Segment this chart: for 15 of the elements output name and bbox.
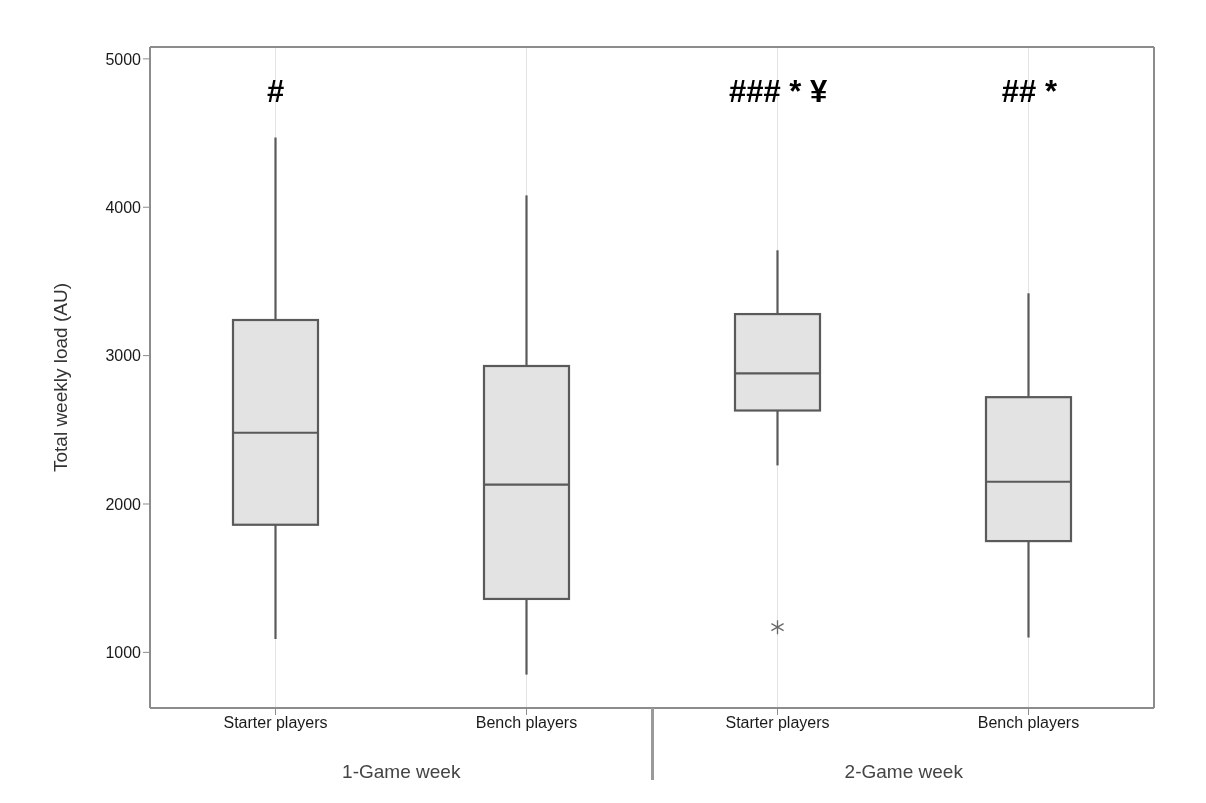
annotation: # (266, 74, 286, 110)
annotation: ### * ¥ (728, 74, 829, 110)
y-axis-title: Total weekly load (AU) (49, 282, 71, 473)
x-tick-label: Bench players (977, 714, 1080, 732)
y-tick-label: 5000 (105, 50, 142, 68)
y-tick-label: 4000 (105, 198, 142, 216)
y-tick-label: 3000 (105, 347, 142, 365)
annotation: ## * (1000, 74, 1058, 110)
text: 1-Game week (341, 760, 462, 784)
text: 2-Game week (843, 760, 964, 784)
x-tick-label: Starter players (725, 714, 830, 732)
y-tick-label: 2000 (105, 495, 142, 513)
x-tick-label: Bench players (475, 714, 578, 732)
x-tick-label: Starter players (223, 714, 328, 732)
y-tick-label: 1000 (105, 644, 142, 662)
